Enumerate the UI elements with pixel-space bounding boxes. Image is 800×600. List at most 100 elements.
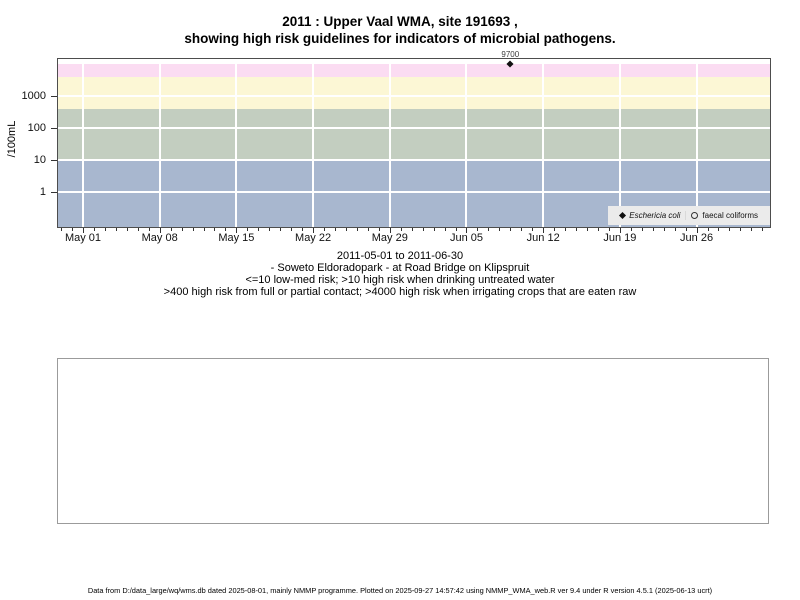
x-axis-minor-tick — [378, 228, 380, 231]
x-axis-minor-tick — [510, 228, 512, 231]
gridline-week-3 — [312, 59, 315, 227]
x-axis-label-3: May 22 — [295, 232, 332, 244]
x-axis-label-2: May 15 — [218, 232, 255, 244]
caption-site-description: - Soweto Eldoradopark - at Road Bridge o… — [270, 262, 530, 274]
x-axis-minor-tick — [225, 228, 227, 231]
empty-results-box — [57, 358, 769, 524]
x-axis-minor-tick — [367, 228, 369, 231]
x-axis-minor-tick — [663, 228, 665, 231]
filled-diamond-icon — [619, 211, 627, 220]
x-axis-minor-tick — [532, 228, 534, 231]
y-axis-tick — [51, 192, 57, 193]
x-axis-minor-tick — [554, 228, 556, 231]
x-axis-minor-tick — [247, 228, 249, 231]
x-axis-minor-tick — [148, 228, 150, 231]
x-axis-minor-tick — [488, 228, 490, 231]
chart-title-line-1: 2011 : Upper Vaal WMA, site 191693 , — [282, 14, 518, 29]
x-axis-minor-tick — [192, 228, 194, 231]
y-axis-tick — [51, 128, 57, 129]
gridline-week-1 — [158, 59, 161, 227]
x-axis-minor-tick — [334, 228, 336, 231]
x-axis-minor-tick — [630, 228, 632, 231]
data-point-label: 9700 — [501, 50, 520, 59]
x-axis-minor-tick — [729, 228, 731, 231]
open-circle-icon — [691, 212, 699, 219]
gridline-week-6 — [542, 59, 545, 227]
legend-item-eschericia-coli: Eschericia coli — [615, 211, 685, 220]
x-axis-minor-tick — [356, 228, 358, 231]
x-axis-minor-tick — [685, 228, 687, 231]
x-axis-minor-tick — [586, 228, 588, 231]
y-axis-label-10: 10 — [33, 154, 46, 166]
gridline-week-5 — [465, 59, 468, 227]
x-axis-major-tick — [389, 228, 391, 233]
x-axis-minor-tick — [521, 228, 523, 231]
x-axis-minor-tick — [72, 228, 74, 231]
footer-provenance-text: Data from D:/data_large/wq/wms.db dated … — [87, 586, 713, 595]
chart-title-line-2: showing high risk guidelines for indicat… — [184, 31, 616, 46]
caption-risk-line-1: <=10 low-med risk; >10 high risk when dr… — [245, 274, 555, 286]
x-axis-label-6: Jun 12 — [526, 232, 560, 244]
x-axis-major-tick — [159, 228, 161, 233]
x-axis-minor-tick — [597, 228, 599, 231]
x-axis-minor-tick — [61, 228, 63, 231]
x-axis-minor-tick — [324, 228, 326, 231]
y-axis-tick — [51, 96, 57, 97]
x-axis-minor-tick — [214, 228, 216, 231]
y-axis-tick — [51, 160, 57, 161]
plot-area: Eschericia coli faecal coliforms — [57, 58, 771, 228]
x-axis-major-tick — [83, 228, 84, 233]
x-axis-minor-tick — [170, 228, 172, 231]
y-axis-label-1000: 1000 — [21, 90, 46, 102]
chart-title: 2011 : Upper Vaal WMA, site 191693 , sho… — [0, 13, 800, 47]
x-axis-minor-tick — [565, 228, 567, 231]
x-axis-minor-tick — [137, 228, 139, 231]
x-axis-label-1: May 08 — [141, 232, 178, 244]
x-axis-label-7: Jun 19 — [603, 232, 637, 244]
gridline-week-4 — [388, 59, 391, 227]
x-axis-major-tick — [313, 228, 315, 233]
x-axis-minor-tick — [762, 228, 764, 231]
x-axis-minor-tick — [608, 228, 610, 231]
chart-caption: 2011-05-01 to 2011-06-30 - Soweto Eldora… — [0, 250, 800, 298]
risk-band-2 — [58, 76, 770, 109]
x-axis-minor-tick — [576, 228, 578, 231]
gridline-value-100 — [58, 127, 770, 129]
x-axis-minor-tick — [104, 228, 106, 231]
x-axis-minor-tick — [345, 228, 347, 231]
x-axis-minor-tick — [411, 228, 413, 231]
legend: Eschericia coli faecal coliforms — [608, 206, 770, 225]
x-axis-minor-tick — [302, 228, 304, 231]
risk-band-3 — [58, 64, 770, 77]
x-axis-minor-tick — [674, 228, 676, 231]
y-axis-title: /100mL — [6, 120, 18, 158]
legend-label-eschericia-coli: Eschericia coli — [629, 211, 681, 220]
x-axis-major-tick — [236, 228, 238, 233]
x-axis-minor-tick — [269, 228, 271, 231]
gridline-week-2 — [235, 59, 238, 227]
legend-label-faecal-coliforms: faecal coliforms — [702, 211, 758, 220]
x-axis-minor-tick — [455, 228, 457, 231]
x-axis-label-5: Jun 05 — [449, 232, 483, 244]
caption-risk-line-2: >400 high risk from full or partial cont… — [163, 286, 637, 298]
x-axis-minor-tick — [203, 228, 205, 231]
x-axis-label-4: May 29 — [371, 232, 408, 244]
caption-date-range: 2011-05-01 to 2011-06-30 — [336, 250, 464, 262]
x-axis-minor-tick — [718, 228, 720, 231]
x-axis-major-tick — [619, 228, 621, 233]
x-axis-major-tick — [696, 228, 698, 233]
x-axis-label-0: May 01 — [64, 232, 102, 244]
x-axis-minor-tick — [126, 228, 128, 231]
x-axis-minor-tick — [433, 228, 435, 231]
x-axis-minor-tick — [291, 228, 293, 231]
y-axis-label-1: 1 — [39, 186, 46, 198]
x-axis-major-tick — [466, 228, 468, 233]
x-axis-minor-tick — [181, 228, 183, 231]
x-axis-label-8: Jun 26 — [680, 232, 714, 244]
gridline-week-0 — [82, 59, 84, 227]
gridline-value-1 — [58, 191, 770, 193]
x-axis-minor-tick — [477, 228, 479, 231]
x-axis-minor-tick — [751, 228, 753, 231]
x-axis-minor-tick — [444, 228, 446, 231]
